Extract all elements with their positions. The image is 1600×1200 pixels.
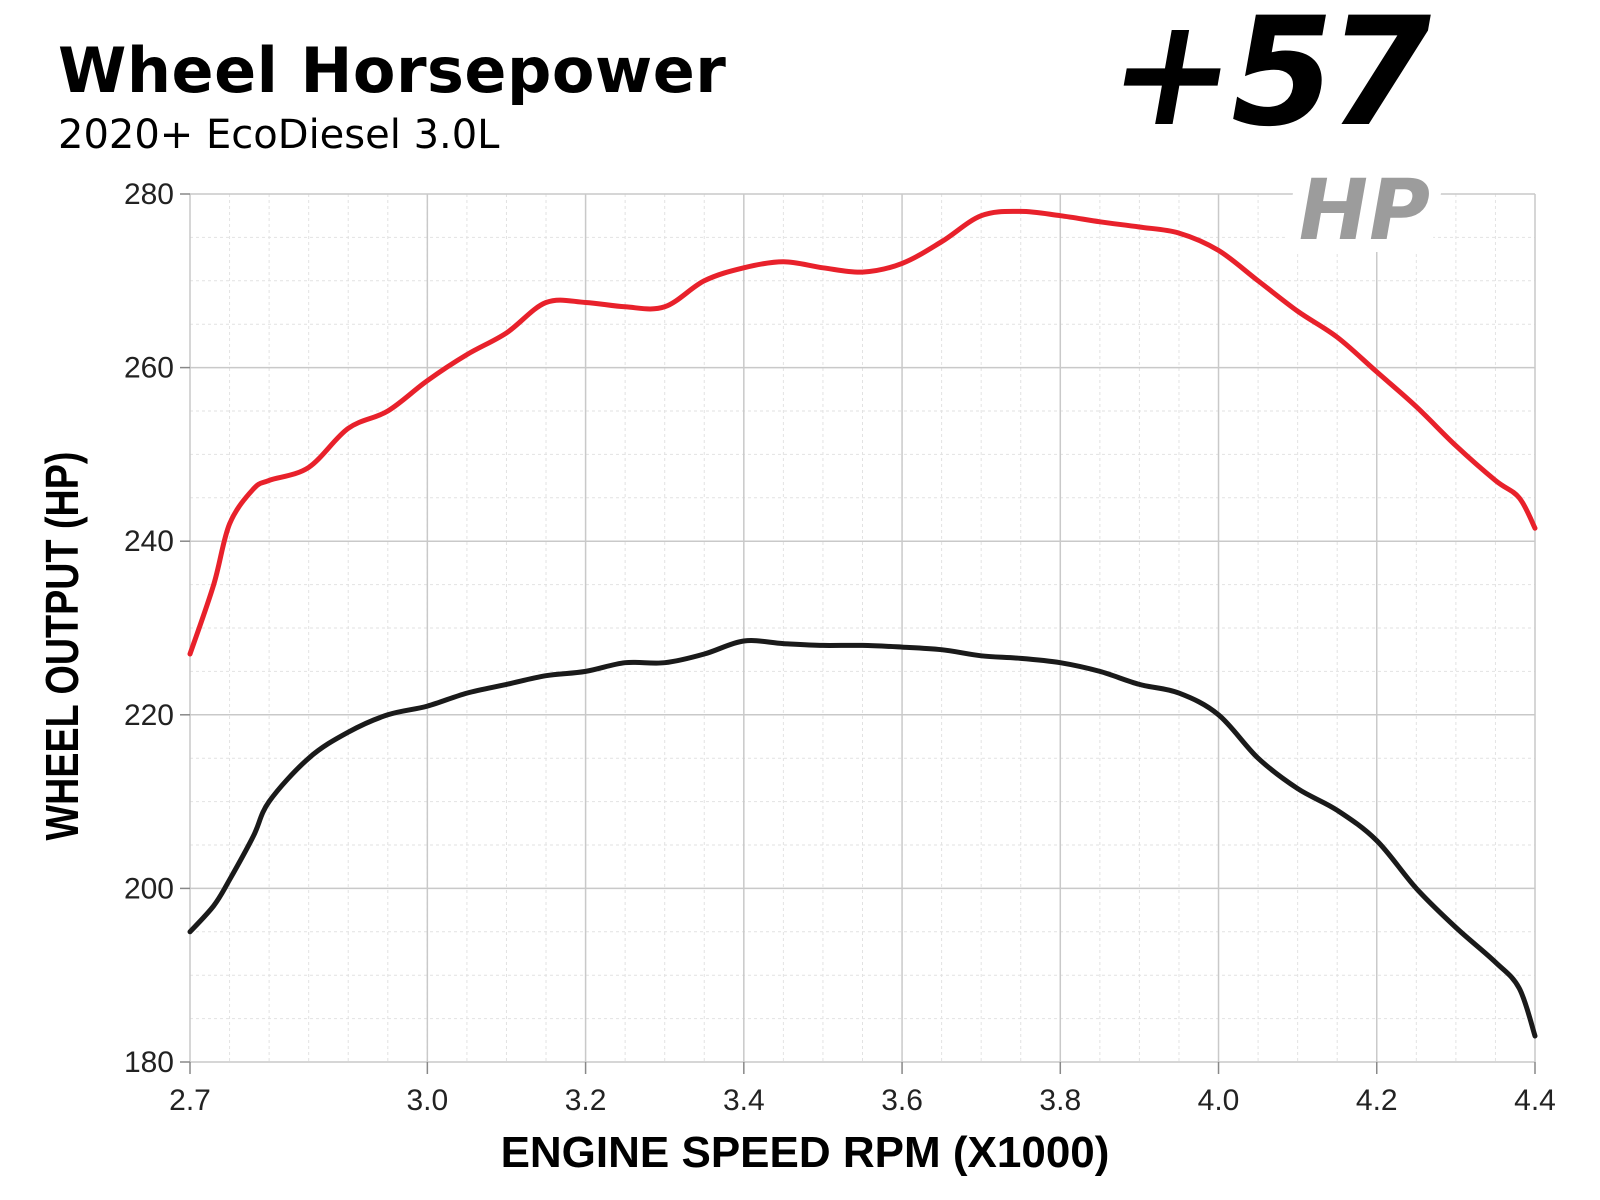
x-tick-label: 3.4: [723, 1084, 765, 1117]
grid: [189, 193, 1536, 1063]
series-line-tuned: [187, 208, 1538, 657]
y-tick-label: 280: [124, 178, 174, 211]
x-tick-label: 3.6: [881, 1084, 923, 1117]
y-axis-label: WHEEL OUTPUT (HP): [36, 452, 87, 841]
series-line-stock: [187, 638, 1538, 1039]
x-tick-label: 4.4: [1514, 1084, 1556, 1117]
x-tick-label: 3.2: [565, 1084, 607, 1117]
chart-title: Wheel Horsepower: [58, 34, 727, 107]
gain-unit-label: HP: [1282, 161, 1446, 259]
x-tick-label: 3.8: [1039, 1084, 1081, 1117]
y-tick-label: 240: [124, 525, 174, 558]
x-tick-label: 2.7: [169, 1084, 211, 1117]
chart-subtitle: 2020+ EcoDiesel 3.0L: [58, 112, 500, 158]
y-tick-label: 180: [124, 1046, 174, 1079]
gain-badge: +57: [1094, 0, 1442, 160]
axes: 2.7 3.0 3.2 3.4 3.6 3.8 4.0 4.2 4.4 180 200 220 240 2…: [124, 178, 1556, 1117]
x-tick-label: 4.2: [1356, 1084, 1398, 1117]
y-tick-label: 260: [124, 352, 174, 385]
x-axis-label: ENGINE SPEED RPM (X1000): [501, 1128, 1110, 1177]
series-group: [187, 208, 1538, 1039]
y-tick-label: 200: [124, 872, 174, 905]
y-tick-label: 220: [124, 699, 174, 732]
x-tick-label: 3.0: [406, 1084, 448, 1117]
x-tick-label: 4.0: [1198, 1084, 1240, 1117]
